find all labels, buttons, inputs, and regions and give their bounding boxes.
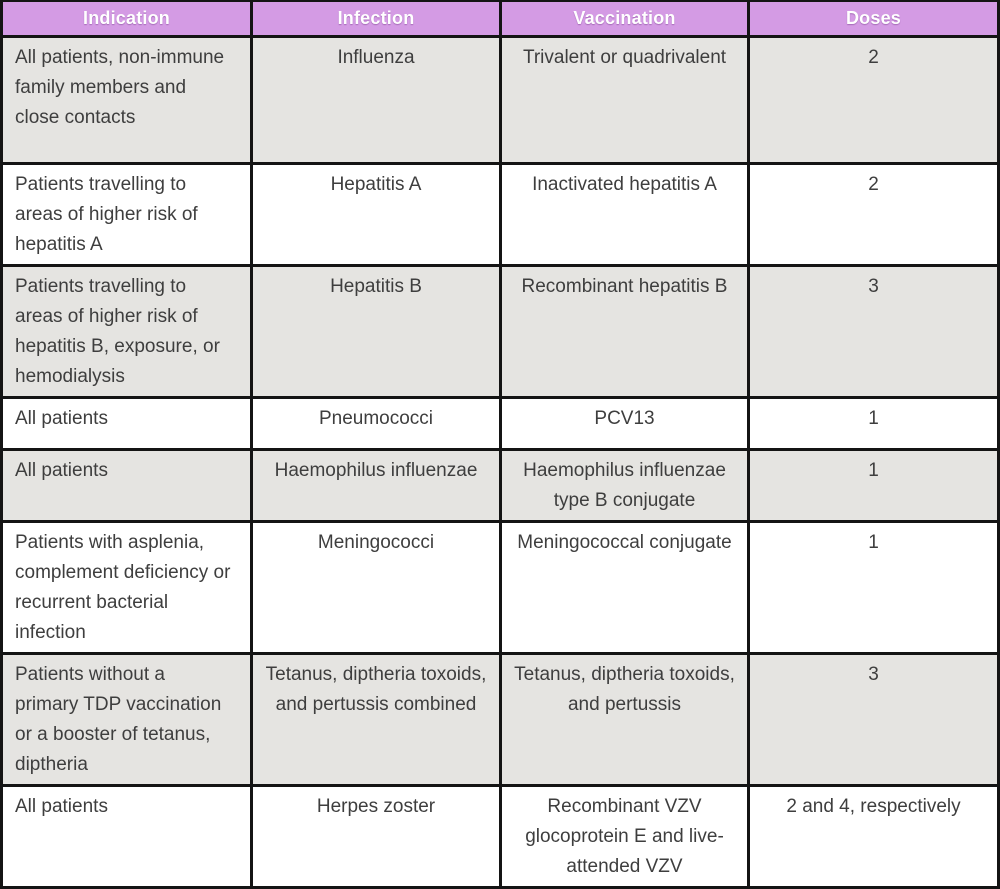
cell-vaccination: Recombinant VZV glocoprotein E and live-… (499, 783, 750, 889)
cell-doses: 1 (747, 395, 1000, 451)
header-vaccination: Vaccination (499, 0, 750, 38)
cell-infection: Tetanus, diptheria toxoids, and pertussi… (250, 651, 502, 787)
cell-vaccination: Inactivated hepatitis A (499, 161, 750, 267)
cell-infection: Influenza (250, 34, 502, 165)
cell-doses: 2 (747, 34, 1000, 165)
table-row: All patients Pneumococci PCV13 1 (0, 395, 1000, 451)
cell-indication: All patients (0, 447, 253, 523)
cell-indication: Patients travelling to areas of higher r… (0, 161, 253, 267)
cell-indication: All patients (0, 783, 253, 889)
table-row: All patients Herpes zoster Recombinant VZV… (0, 783, 1000, 889)
cell-infection: Hepatitis B (250, 263, 502, 399)
cell-vaccination: Haemophilus influenzae type B conjugate (499, 447, 750, 523)
table-header: Indication Infection Vaccination Doses (0, 0, 1000, 38)
cell-indication: Patients without a primary TDP vaccinati… (0, 651, 253, 787)
table-row: Patients with asplenia, complement defic… (0, 519, 1000, 655)
cell-doses: 2 and 4, respectively (747, 783, 1000, 889)
cell-indication: Patients travelling to areas of higher r… (0, 263, 253, 399)
cell-infection: Herpes zoster (250, 783, 502, 889)
header-indication: Indication (0, 0, 253, 38)
table-body: All patients, non-immune family members … (0, 34, 1000, 889)
cell-doses: 3 (747, 263, 1000, 399)
table-row: All patients Haemophilus influenzae Haemop… (0, 447, 1000, 523)
cell-indication: All patients (0, 395, 253, 451)
header-infection: Infection (250, 0, 502, 38)
cell-infection: Hepatitis A (250, 161, 502, 267)
cell-vaccination: Recombinant hepatitis B (499, 263, 750, 399)
cell-doses: 1 (747, 519, 1000, 655)
cell-indication: Patients with asplenia, complement defic… (0, 519, 253, 655)
cell-vaccination: Meningococcal conjugate (499, 519, 750, 655)
cell-indication: All patients, non-immune family members … (0, 34, 253, 165)
header-doses: Doses (747, 0, 1000, 38)
cell-doses: 2 (747, 161, 1000, 267)
table-row: All patients, non-immune family members … (0, 34, 1000, 165)
cell-infection: Meningococci (250, 519, 502, 655)
cell-vaccination: Tetanus, diptheria toxoids, and pertussi… (499, 651, 750, 787)
cell-doses: 1 (747, 447, 1000, 523)
header-row: Indication Infection Vaccination Doses (0, 0, 1000, 38)
table-row: Patients without a primary TDP vaccinati… (0, 651, 1000, 787)
cell-vaccination: PCV13 (499, 395, 750, 451)
cell-infection: Pneumococci (250, 395, 502, 451)
cell-doses: 3 (747, 651, 1000, 787)
table-row: Patients travelling to areas of higher r… (0, 161, 1000, 267)
cell-vaccination: Trivalent or quadrivalent (499, 34, 750, 165)
table-row: Patients travelling to areas of higher r… (0, 263, 1000, 399)
cell-infection: Haemophilus influenzae (250, 447, 502, 523)
